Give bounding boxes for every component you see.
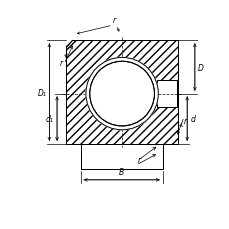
Circle shape	[102, 75, 141, 113]
Polygon shape	[81, 144, 162, 169]
Text: r: r	[112, 15, 115, 25]
Circle shape	[86, 58, 158, 130]
Text: B: B	[119, 167, 124, 176]
Text: d₁: d₁	[46, 114, 54, 124]
Text: d: d	[189, 114, 194, 124]
Text: r: r	[137, 155, 140, 164]
Circle shape	[89, 62, 154, 126]
Text: D₁: D₁	[37, 88, 46, 97]
Polygon shape	[156, 80, 176, 108]
Polygon shape	[93, 66, 150, 123]
Polygon shape	[156, 80, 176, 108]
Polygon shape	[66, 41, 177, 144]
Text: r: r	[59, 58, 62, 67]
Text: D: D	[197, 63, 203, 72]
Text: r: r	[183, 117, 186, 125]
